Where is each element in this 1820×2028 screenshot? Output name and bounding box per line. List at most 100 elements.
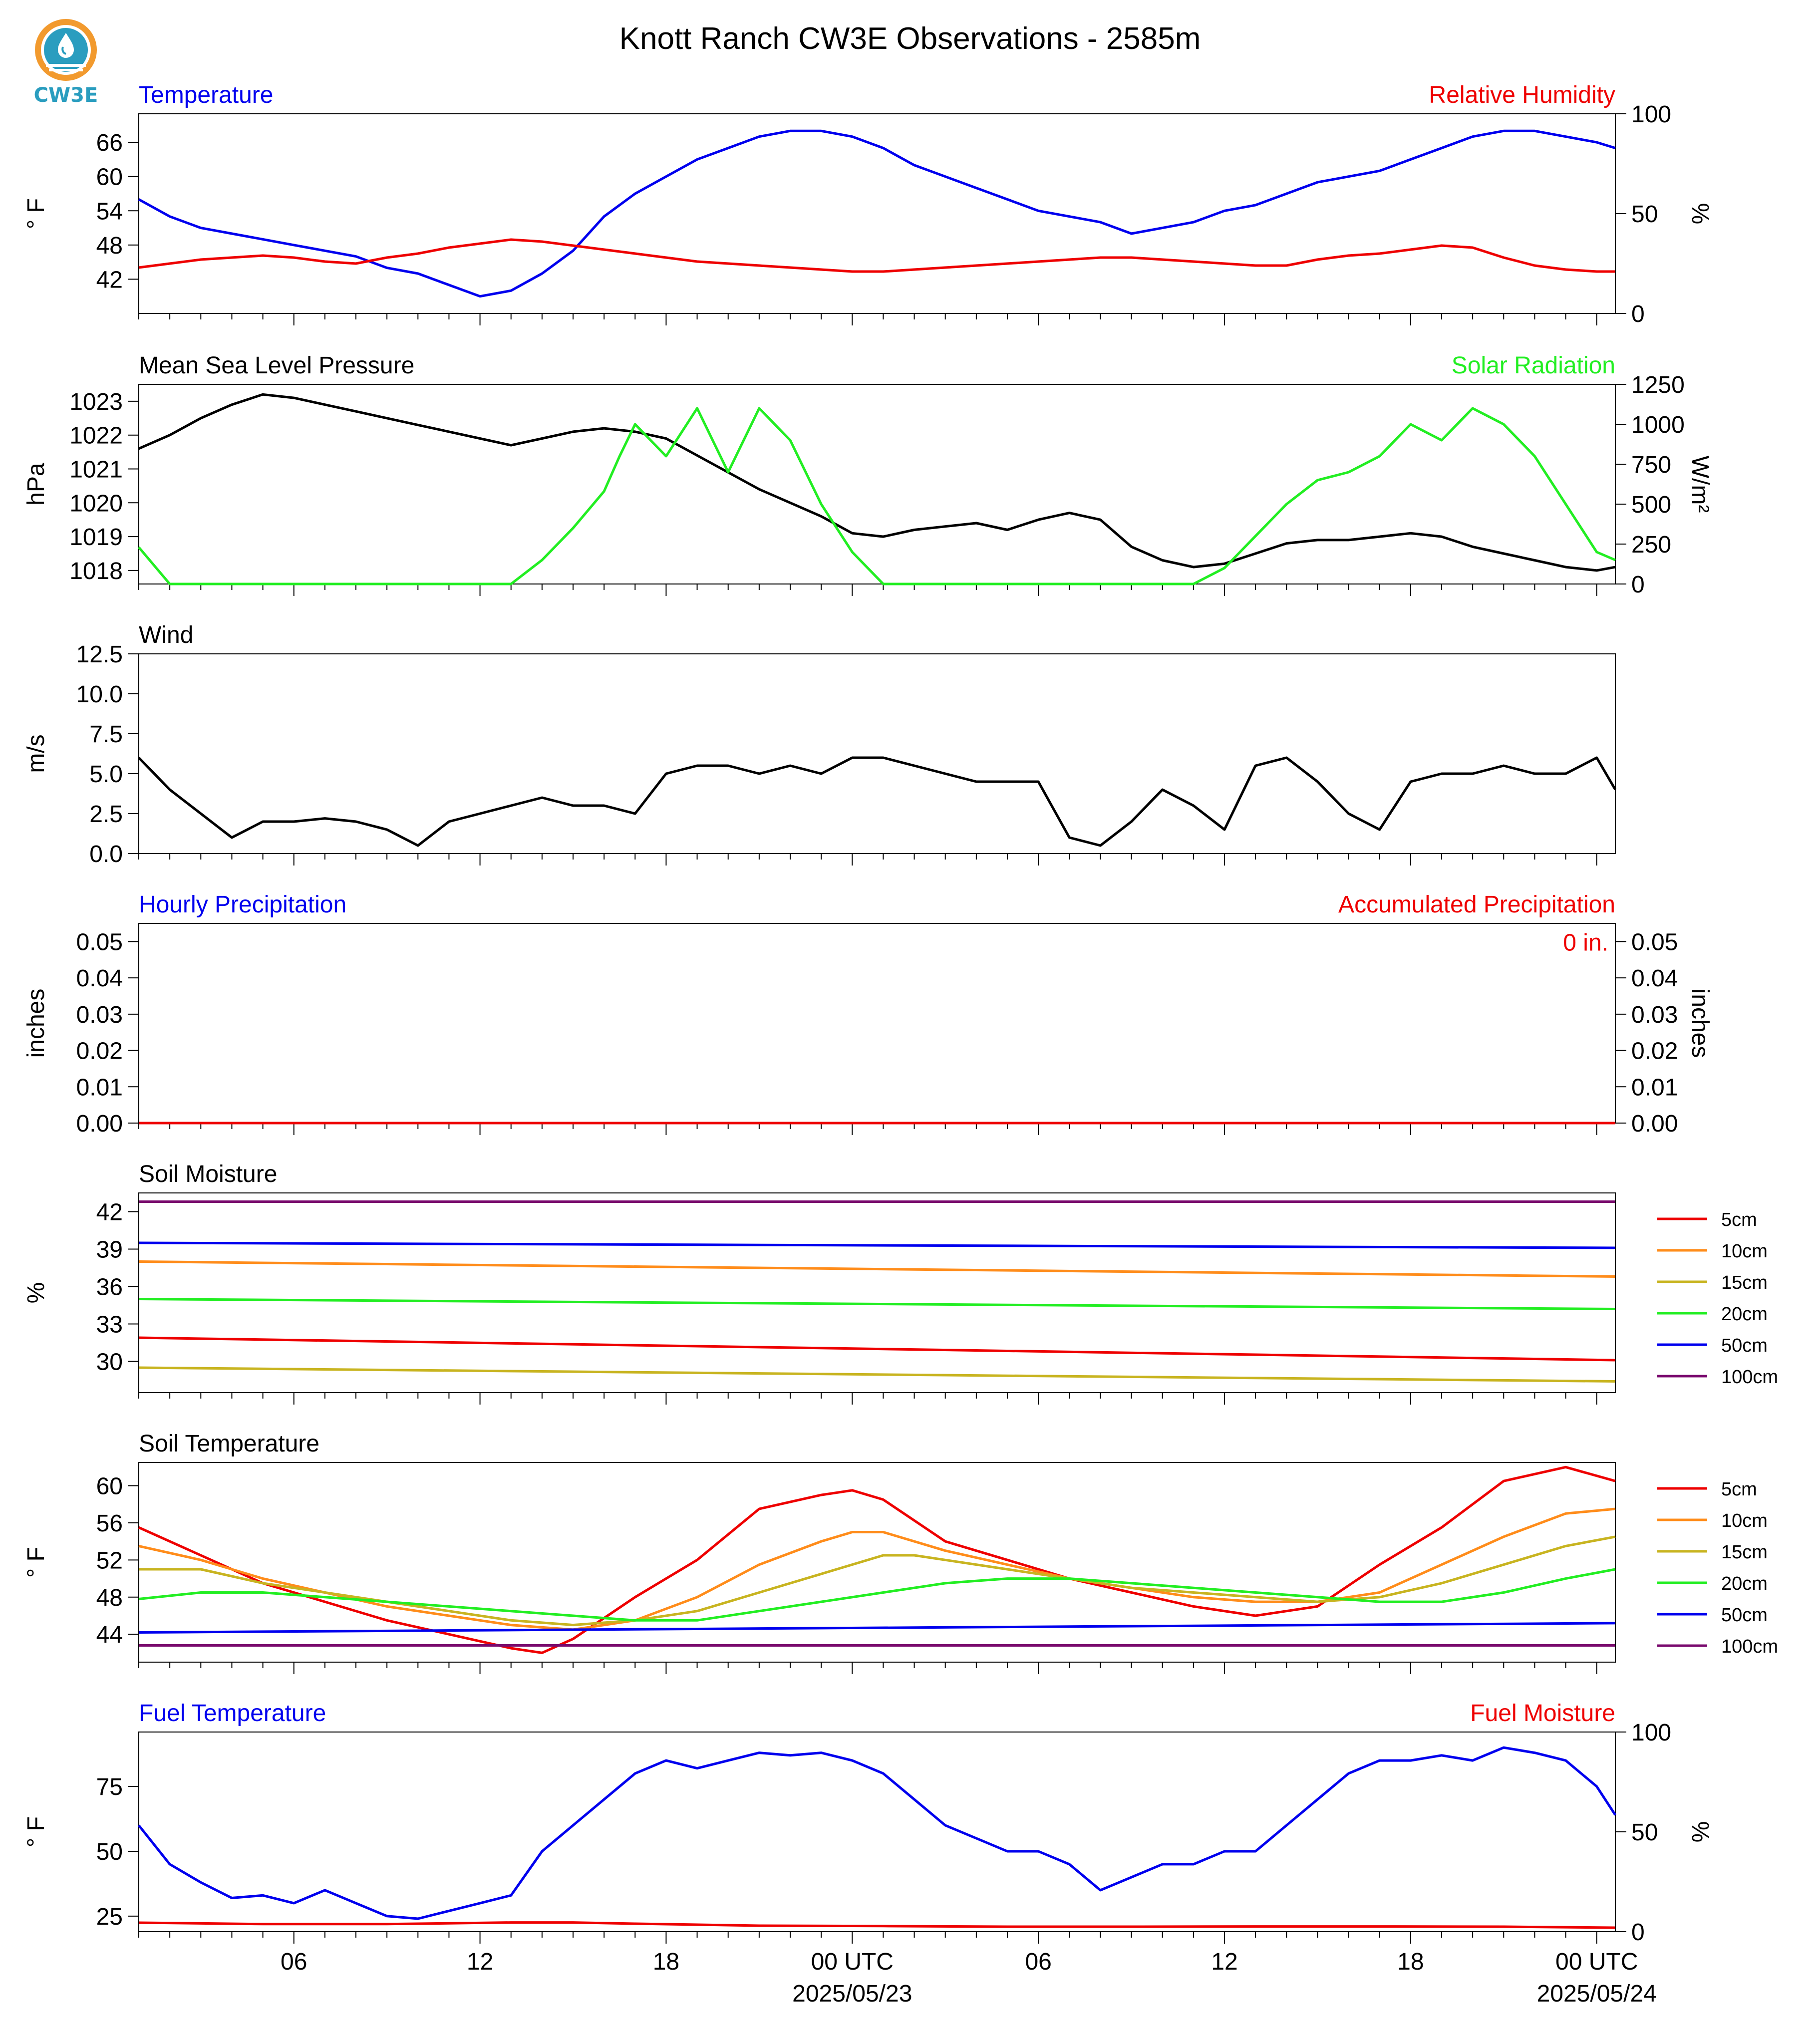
- x-date-label: 2025/05/24: [1537, 1981, 1657, 2007]
- panel-title-left: Hourly Precipitation: [139, 891, 346, 918]
- series-line-20cm: [138, 1568, 1616, 1622]
- x-tick-label: 06: [281, 1949, 307, 1975]
- y-tick-label-left: 5.0: [89, 761, 123, 788]
- x-tick-label: 18: [1397, 1949, 1424, 1975]
- y-tick-label-right: 500: [1631, 492, 1671, 518]
- x-tick-label: 12: [1211, 1949, 1237, 1975]
- x-date-label: 2025/05/23: [792, 1981, 912, 2007]
- y-tick-label-left: 0.00: [76, 1111, 123, 1137]
- y-tick-label-left: 52: [96, 1547, 123, 1574]
- y-axis-label-left: m/s: [23, 734, 49, 773]
- series-line-20cm: [138, 1298, 1616, 1310]
- panel-soil_temp: 44 48 52 56 60 ° F Soil Temperature 5cm 10cm 15cm…: [23, 1431, 1778, 1674]
- y-tick-label-right: 0: [1631, 572, 1645, 598]
- y-tick-label-left: 60: [96, 1473, 123, 1500]
- y-axis-label-left: inches: [23, 989, 49, 1058]
- panel-title-left: Mean Sea Level Pressure: [139, 352, 414, 379]
- series-line-5cm: [138, 1336, 1616, 1362]
- legend-label: 5cm: [1721, 1479, 1757, 1500]
- y-tick-label-left: 75: [96, 1774, 123, 1800]
- panel-pressure_solar: 1018 1019 1020 1021 1022 1023 0 250 500 750 1000 12…: [23, 352, 1713, 598]
- legend-label: 20cm: [1721, 1573, 1768, 1594]
- y-tick-label-left: 33: [96, 1312, 123, 1338]
- series-line-50cm: [138, 1622, 1616, 1634]
- y-tick-label-right: 0: [1631, 301, 1645, 327]
- panel-title-left: Soil Moisture: [139, 1161, 277, 1187]
- panel-title-left: Wind: [139, 622, 193, 648]
- y-tick-label-left: 60: [96, 164, 123, 191]
- series-line-fuel-moisture: [138, 1921, 1616, 1929]
- y-tick-label-left: 30: [96, 1349, 123, 1376]
- y-tick-label-left: 66: [96, 130, 123, 156]
- panel-title-left: Soil Temperature: [139, 1431, 319, 1457]
- y-tick-label-left: 1021: [69, 456, 123, 483]
- y-tick-label-left: 42: [96, 1199, 123, 1226]
- series-line-wind: [138, 756, 1617, 847]
- panel-title-right: Solar Radiation: [1452, 352, 1615, 379]
- panel-title-right: Accumulated Precipitation: [1338, 891, 1615, 918]
- plot-frame: [138, 1462, 1616, 1663]
- legend-label: 15cm: [1721, 1542, 1768, 1563]
- y-axis-label-right: %: [1687, 1821, 1713, 1843]
- series-line-15cm: [138, 1366, 1616, 1383]
- y-tick-label-left: 0.0: [89, 841, 123, 868]
- y-tick-label-right: 0.00: [1631, 1111, 1678, 1137]
- y-tick-label-right: 0: [1631, 1919, 1645, 1946]
- panel-title-right: Relative Humidity: [1429, 82, 1615, 108]
- series-line-10cm: [138, 1507, 1616, 1631]
- panel-wind: 0.0 2.5 5.0 7.5 10.0 12.5 m/s Wind: [23, 622, 1617, 868]
- plot-frame: [138, 384, 1616, 584]
- y-tick-label-right: 100: [1631, 101, 1671, 128]
- y-axis-label-right: %: [1687, 203, 1713, 225]
- y-tick-label-left: 25: [96, 1904, 123, 1930]
- panel-soil_moisture: 30 33 36 39 42% Soil Moisture 5cm 10cm 15cm 20cm 5…: [23, 1161, 1778, 1405]
- plot-frame: [138, 1732, 1616, 1932]
- series-line-10cm: [138, 1260, 1616, 1278]
- y-tick-label-right: 50: [1631, 1819, 1658, 1846]
- y-tick-label-left: 0.01: [76, 1074, 123, 1101]
- y-axis-label-left: hPa: [23, 463, 49, 506]
- panel-title-left: Fuel Temperature: [139, 1700, 326, 1727]
- y-tick-label-left: 10.0: [76, 681, 123, 708]
- y-tick-label-left: 1020: [69, 490, 123, 517]
- legend-label: 10cm: [1721, 1241, 1768, 1262]
- y-tick-label-left: 12.5: [76, 641, 123, 668]
- y-tick-label-right: 50: [1631, 201, 1658, 228]
- y-tick-label-left: 1022: [69, 423, 123, 449]
- panel-precip: 0.00 0.01 0.02 0.03 0.04 0.05 0.00 0.01 0.02 0.03…: [23, 891, 1713, 1137]
- legend-label: 15cm: [1721, 1272, 1768, 1293]
- legend-label: 10cm: [1721, 1510, 1768, 1531]
- y-tick-label-right: 0.05: [1631, 929, 1678, 955]
- y-tick-label-left: 39: [96, 1237, 123, 1263]
- y-axis-label-left: ° F: [23, 1547, 49, 1578]
- legend-label: 20cm: [1721, 1304, 1768, 1325]
- y-tick-label-left: 0.02: [76, 1038, 123, 1065]
- y-tick-label-left: 48: [96, 233, 123, 259]
- y-tick-label-right: 0.02: [1631, 1038, 1678, 1065]
- series-line-50cm: [138, 1241, 1616, 1249]
- series-line-solar-radiation: [138, 407, 1616, 585]
- y-tick-label-right: 0.04: [1631, 965, 1678, 992]
- plot-frame: [138, 923, 1616, 1124]
- series-line-temperature: [138, 129, 1616, 298]
- y-tick-label-left: 42: [96, 267, 123, 293]
- x-tick-label: 00 UTC: [811, 1949, 894, 1975]
- y-tick-label-left: 1019: [69, 524, 123, 551]
- y-tick-label-left: 1023: [69, 389, 123, 415]
- y-tick-label-right: 0.03: [1631, 1002, 1678, 1028]
- legend-label: 100cm: [1721, 1367, 1778, 1388]
- logo-emblem-icon: [35, 19, 97, 81]
- x-tick-label: 06: [1025, 1949, 1051, 1975]
- y-tick-label-left: 50: [96, 1839, 123, 1865]
- panel-title-right: Fuel Moisture: [1470, 1700, 1615, 1727]
- legend-label: 50cm: [1721, 1335, 1768, 1356]
- x-tick-label: 00 UTC: [1555, 1949, 1638, 1975]
- cw3e-logo: [26, 15, 106, 105]
- plot-frame: [138, 653, 1616, 854]
- y-tick-label-right: 100: [1631, 1720, 1671, 1746]
- precip-total-annotation: 0 in.: [1563, 929, 1608, 956]
- legend-label: 50cm: [1721, 1605, 1768, 1626]
- y-tick-label-right: 1250: [1631, 372, 1685, 398]
- plot-frame: [138, 1192, 1616, 1393]
